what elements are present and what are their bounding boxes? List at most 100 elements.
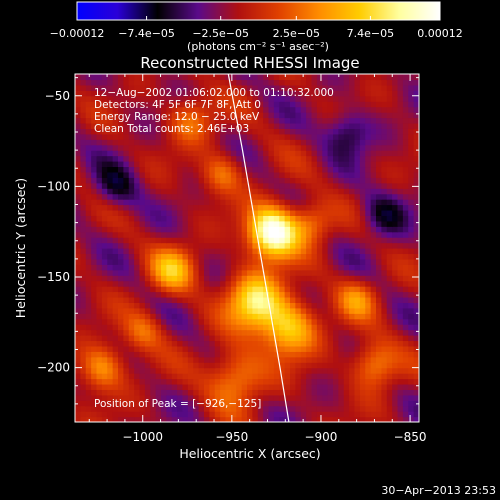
heatmap-cell [316,318,323,325]
heatmap-cell [214,275,221,282]
heatmap-cell [139,122,146,129]
heatmap-cell [306,133,313,140]
heatmap-cell [150,411,157,418]
heatmap-cell [257,209,264,216]
heatmap-cell [198,209,205,216]
heatmap-cell [316,362,323,369]
heatmap-cell [214,84,221,91]
heatmap-cell [80,356,87,363]
heatmap-cell [295,144,302,151]
heatmap-cell [171,150,178,157]
heatmap-cell [220,95,227,102]
heatmap-cell [230,199,237,206]
heatmap-cell [139,400,146,407]
heatmap-cell [187,112,194,119]
heatmap-cell [392,280,399,287]
heatmap-cell [306,242,313,249]
heatmap-cell [85,112,92,119]
heatmap-cell [139,226,146,233]
heatmap-cell [343,405,350,412]
heatmap-cell [295,155,302,162]
heatmap-cell [284,258,291,265]
heatmap-cell [311,296,318,303]
heatmap-cell [123,150,130,157]
heatmap-cell [134,220,141,227]
heatmap-cell [144,264,151,271]
heatmap-cell [101,101,108,108]
heatmap-cell [204,193,210,200]
heatmap-cell [241,400,248,407]
heatmap-cell [376,296,382,303]
heatmap-cell [220,215,227,222]
heatmap-cell [408,188,415,195]
heatmap-cell [128,394,135,401]
heatmap-cell [118,378,124,385]
info-line-detectors: Detectors: 4F 5F 6F 7F 8F, Att 0 [94,99,261,111]
heatmap-cell [134,166,141,173]
heatmap-cell [166,90,173,97]
heatmap-cell [128,177,135,184]
heatmap-cell [177,215,184,222]
heatmap-cell [413,351,419,358]
heatmap-cell [268,101,275,108]
heatmap-cell [177,302,184,309]
heatmap-cell [171,286,178,293]
heatmap-cell [268,220,275,227]
heatmap-cell [306,182,313,189]
heatmap-cell [413,356,419,363]
heatmap-cell [225,95,232,102]
heatmap-cell [333,226,339,233]
heatmap-cell [193,128,200,135]
heatmap-cell [338,144,345,151]
heatmap-cell [91,199,98,206]
heatmap-cell [359,193,366,200]
heatmap-cell [343,106,350,113]
heatmap-cell [322,84,329,91]
heatmap-cell [349,84,356,91]
heatmap-cell [322,106,329,113]
heatmap-cell [279,166,286,173]
heatmap-cell [134,405,141,412]
heatmap-cell [75,106,81,113]
heatmap-cell [365,302,372,309]
heatmap-cell [112,112,119,119]
heatmap-cell [204,356,210,363]
heatmap-cell [316,394,323,401]
heatmap-cell [225,248,232,255]
heatmap-cell [144,182,151,189]
heatmap-cell [359,378,366,385]
heatmap-cell [300,188,307,195]
heatmap-cell [139,193,146,200]
y-axis-label: Heliocentric Y (arcsec) [13,178,28,318]
heatmap-cell [155,389,162,396]
heatmap-cell [300,90,307,97]
heatmap-cell [300,133,307,140]
heatmap-cell [187,264,194,271]
heatmap-cell [290,106,296,113]
heatmap-cell [241,220,248,227]
heatmap-cell [365,177,372,184]
heatmap-cell [134,177,141,184]
heatmap-cell [171,122,178,129]
heatmap-cell [155,313,162,320]
heatmap-cell [268,340,275,347]
heatmap-cell [386,324,393,331]
heatmap-cell [370,340,377,347]
heatmap-cell [225,400,232,407]
heatmap-cell [338,117,345,124]
heatmap-cell [85,383,92,390]
heatmap-cell [413,258,419,265]
heatmap-cell [214,286,221,293]
heatmap-cell [75,188,81,195]
heatmap-cell [112,280,119,287]
heatmap-cell [381,280,388,287]
heatmap-cell [75,215,81,222]
heatmap-cell [273,231,280,238]
heatmap-cell [343,258,350,265]
heatmap-cell [349,248,356,255]
heatmap-cell [91,416,98,422]
heatmap-cell [257,204,264,211]
heatmap-cell [96,74,103,81]
heatmap-cell [290,161,296,168]
heatmap-cell [300,318,307,325]
